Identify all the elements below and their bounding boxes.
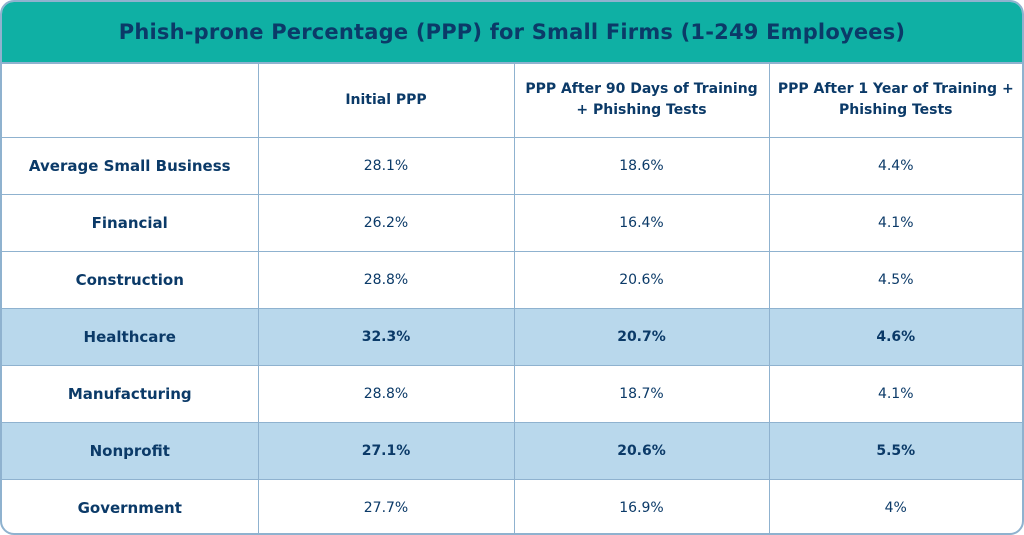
ppp-1-year-cell: 5.5% (768, 421, 1022, 480)
ppp-90-days-cell: 18.7% (513, 364, 770, 423)
initial-ppp-cell: 28.8% (257, 364, 515, 423)
ppp-1-year-cell: 4.1% (768, 193, 1022, 252)
ppp-1-year-cell: 4.6% (768, 307, 1022, 366)
table-row: Financial 26.2% 16.4% 4.1% (2, 193, 1022, 252)
ppp-90-days-cell: 20.7% (513, 307, 770, 366)
initial-ppp-cell: 32.3% (257, 307, 515, 366)
row-label-cell: Healthcare (2, 307, 259, 366)
row-label-cell: Nonprofit (2, 421, 259, 480)
ppp-90-days-cell: 20.6% (513, 250, 770, 309)
row-label-cell: Financial (2, 193, 259, 252)
ppp-90-days-cell: 16.4% (513, 193, 770, 252)
table-row: Manufacturing 28.8% 18.7% 4.1% (2, 364, 1022, 423)
table-row: Construction 28.8% 20.6% 4.5% (2, 250, 1022, 309)
table-row: Government 27.7% 16.9% 4% (2, 478, 1022, 533)
ppp-90-days-cell: 16.9% (513, 478, 770, 533)
row-label-cell: Construction (2, 250, 259, 309)
table-row: Average Small Business 28.1% 18.6% 4.4% (2, 136, 1022, 195)
initial-ppp-cell: 28.1% (257, 136, 515, 195)
header-cell-ppp-90-days: PPP After 90 Days of Training + Phishing… (513, 64, 770, 138)
header-cell-ppp-1-year: PPP After 1 Year of Training + Phishing … (768, 64, 1022, 138)
ppp-table: Initial PPP PPP After 90 Days of Trainin… (2, 64, 1022, 533)
table-row: Nonprofit 27.1% 20.6% 5.5% (2, 421, 1022, 480)
row-label-cell: Manufacturing (2, 364, 259, 423)
row-label-cell: Average Small Business (2, 136, 259, 195)
row-label-cell: Government (2, 478, 259, 533)
initial-ppp-cell: 27.7% (257, 478, 515, 533)
table-body: Average Small Business 28.1% 18.6% 4.4% Fina… (2, 136, 1022, 533)
table-row: Healthcare 32.3% 20.7% 4.6% (2, 307, 1022, 366)
ppp-1-year-cell: 4% (768, 478, 1022, 533)
ppp-90-days-cell: 20.6% (513, 421, 770, 480)
header-row: Initial PPP PPP After 90 Days of Trainin… (2, 64, 1022, 138)
header-cell-empty (2, 64, 259, 138)
ppp-1-year-cell: 4.4% (768, 136, 1022, 195)
title-bar: Phish-prone Percentage (PPP) for Small F… (2, 2, 1022, 64)
initial-ppp-cell: 28.8% (257, 250, 515, 309)
table-title: Phish-prone Percentage (PPP) for Small F… (118, 20, 906, 44)
header-cell-initial-ppp: Initial PPP (257, 64, 515, 138)
ppp-1-year-cell: 4.1% (768, 364, 1022, 423)
initial-ppp-cell: 26.2% (257, 193, 515, 252)
initial-ppp-cell: 27.1% (257, 421, 515, 480)
ppp-90-days-cell: 18.6% (513, 136, 770, 195)
ppp-1-year-cell: 4.5% (768, 250, 1022, 309)
